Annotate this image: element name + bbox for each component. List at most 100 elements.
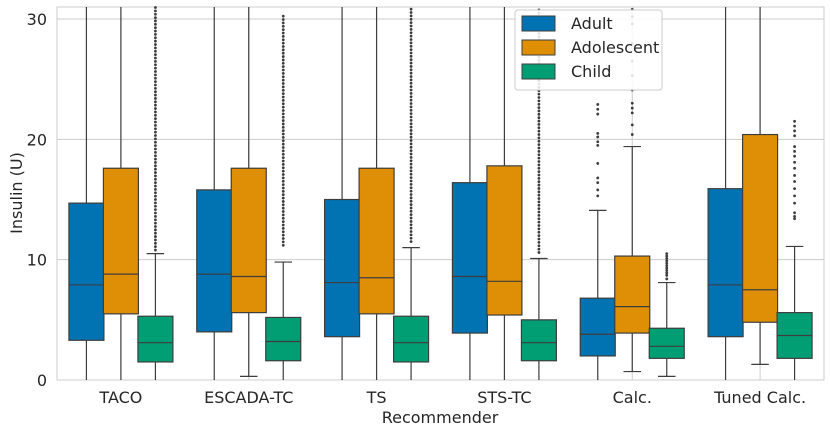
outlier-point	[409, 41, 413, 45]
outlier-point	[281, 61, 285, 65]
outlier-point	[630, 123, 634, 127]
outlier-point	[154, 127, 157, 131]
outlier-point	[154, 177, 157, 181]
outlier-point	[409, 169, 413, 173]
legend-label-adolescent: Adolescent	[571, 38, 659, 57]
outlier-point	[537, 116, 541, 120]
box-iqr	[648, 327, 685, 359]
outlier-point	[537, 123, 541, 126]
box-iqr	[358, 167, 395, 315]
outlier-point	[409, 142, 413, 146]
outlier-point	[281, 72, 285, 75]
outlier-point	[154, 19, 157, 23]
outlier-point	[281, 119, 285, 122]
outlier-point	[281, 193, 285, 197]
outlier-point	[793, 194, 796, 198]
outlier-point	[537, 207, 541, 211]
x-tick-label: ESCADA-TC	[204, 388, 293, 407]
outlier-point	[537, 176, 541, 180]
outlier-point	[409, 186, 413, 190]
outlier-point	[154, 231, 157, 235]
outlier-point	[665, 257, 669, 260]
outlier-point	[281, 159, 285, 163]
outlier-point	[409, 122, 413, 126]
box-child	[137, 6, 174, 380]
outlier-point	[281, 166, 285, 170]
outlier-point	[154, 12, 157, 16]
y-tick-label: 10	[27, 251, 47, 270]
outlier-point	[154, 191, 157, 195]
outlier-point	[154, 134, 157, 137]
outlier-point	[154, 181, 157, 185]
outlier-point	[409, 176, 413, 180]
outlier-point	[537, 92, 541, 96]
outlier-point	[281, 24, 285, 28]
outlier-point	[281, 18, 285, 21]
box-adult	[579, 103, 616, 380]
outlier-point	[409, 172, 413, 176]
outlier-point	[281, 14, 285, 18]
y-tick-label: 20	[27, 130, 47, 149]
y-tick-label: 0	[37, 371, 47, 390]
outlier-point	[596, 162, 600, 165]
outlier-point	[409, 78, 413, 82]
outlier-point	[596, 143, 600, 147]
outlier-point	[409, 81, 413, 85]
outlier-point	[665, 269, 669, 272]
outlier-point	[409, 226, 413, 230]
outlier-point	[537, 146, 541, 150]
outlier-point	[537, 200, 541, 204]
outlier-point	[154, 16, 157, 19]
outlier-point	[793, 214, 796, 218]
outlier-point	[537, 102, 541, 106]
box-iqr	[196, 189, 233, 333]
outlier-point	[665, 264, 669, 268]
outlier-point	[281, 38, 285, 42]
outlier-point	[409, 156, 413, 159]
outlier-point	[665, 271, 669, 275]
outlier-point	[154, 33, 157, 36]
outlier-point	[281, 45, 285, 48]
box-adolescent	[614, 8, 651, 373]
outlier-point	[537, 139, 541, 143]
outlier-point	[281, 82, 285, 85]
outlier-point	[793, 145, 796, 148]
outlier-point	[154, 150, 157, 154]
y-axis-title: Insulin (U)	[7, 152, 26, 234]
outlier-point	[281, 95, 285, 99]
outlier-point	[154, 110, 157, 114]
box-adolescent	[102, 7, 140, 380]
outlier-point	[409, 135, 413, 139]
y-tick-label: 30	[27, 10, 47, 29]
outlier-point	[409, 236, 413, 240]
outlier-point	[409, 162, 413, 166]
outlier-point	[281, 149, 285, 153]
x-tick-label: Tuned Calc.	[713, 388, 806, 407]
y-tick-labels: 0 10 20 30	[27, 10, 47, 390]
outlier-point	[409, 206, 413, 210]
box-iqr	[707, 188, 744, 338]
outlier-point	[537, 237, 541, 241]
outlier-point	[281, 216, 285, 220]
x-tick-labels: TACO ESCADA-TC TS STS-TC Calc. Tuned Calc.	[98, 388, 806, 407]
box-iqr	[486, 165, 523, 316]
outlier-point	[154, 43, 157, 46]
x-tick-label: Calc.	[613, 388, 652, 407]
outlier-point	[409, 54, 413, 58]
outlier-point	[154, 214, 157, 218]
outlier-point	[537, 180, 541, 184]
outlier-point	[154, 107, 157, 110]
outlier-point	[409, 31, 413, 35]
outlier-point	[281, 78, 285, 82]
outlier-point	[281, 179, 285, 183]
outlier-point	[154, 130, 157, 134]
outlier-point	[537, 234, 541, 238]
outlier-point	[281, 92, 285, 96]
outlier-point	[596, 107, 600, 111]
outlier-point	[154, 184, 157, 188]
outlier-point	[281, 240, 285, 244]
box-adolescent	[741, 7, 779, 365]
outlier-point	[537, 240, 541, 244]
outlier-point	[793, 124, 796, 128]
outlier-point	[596, 176, 600, 180]
